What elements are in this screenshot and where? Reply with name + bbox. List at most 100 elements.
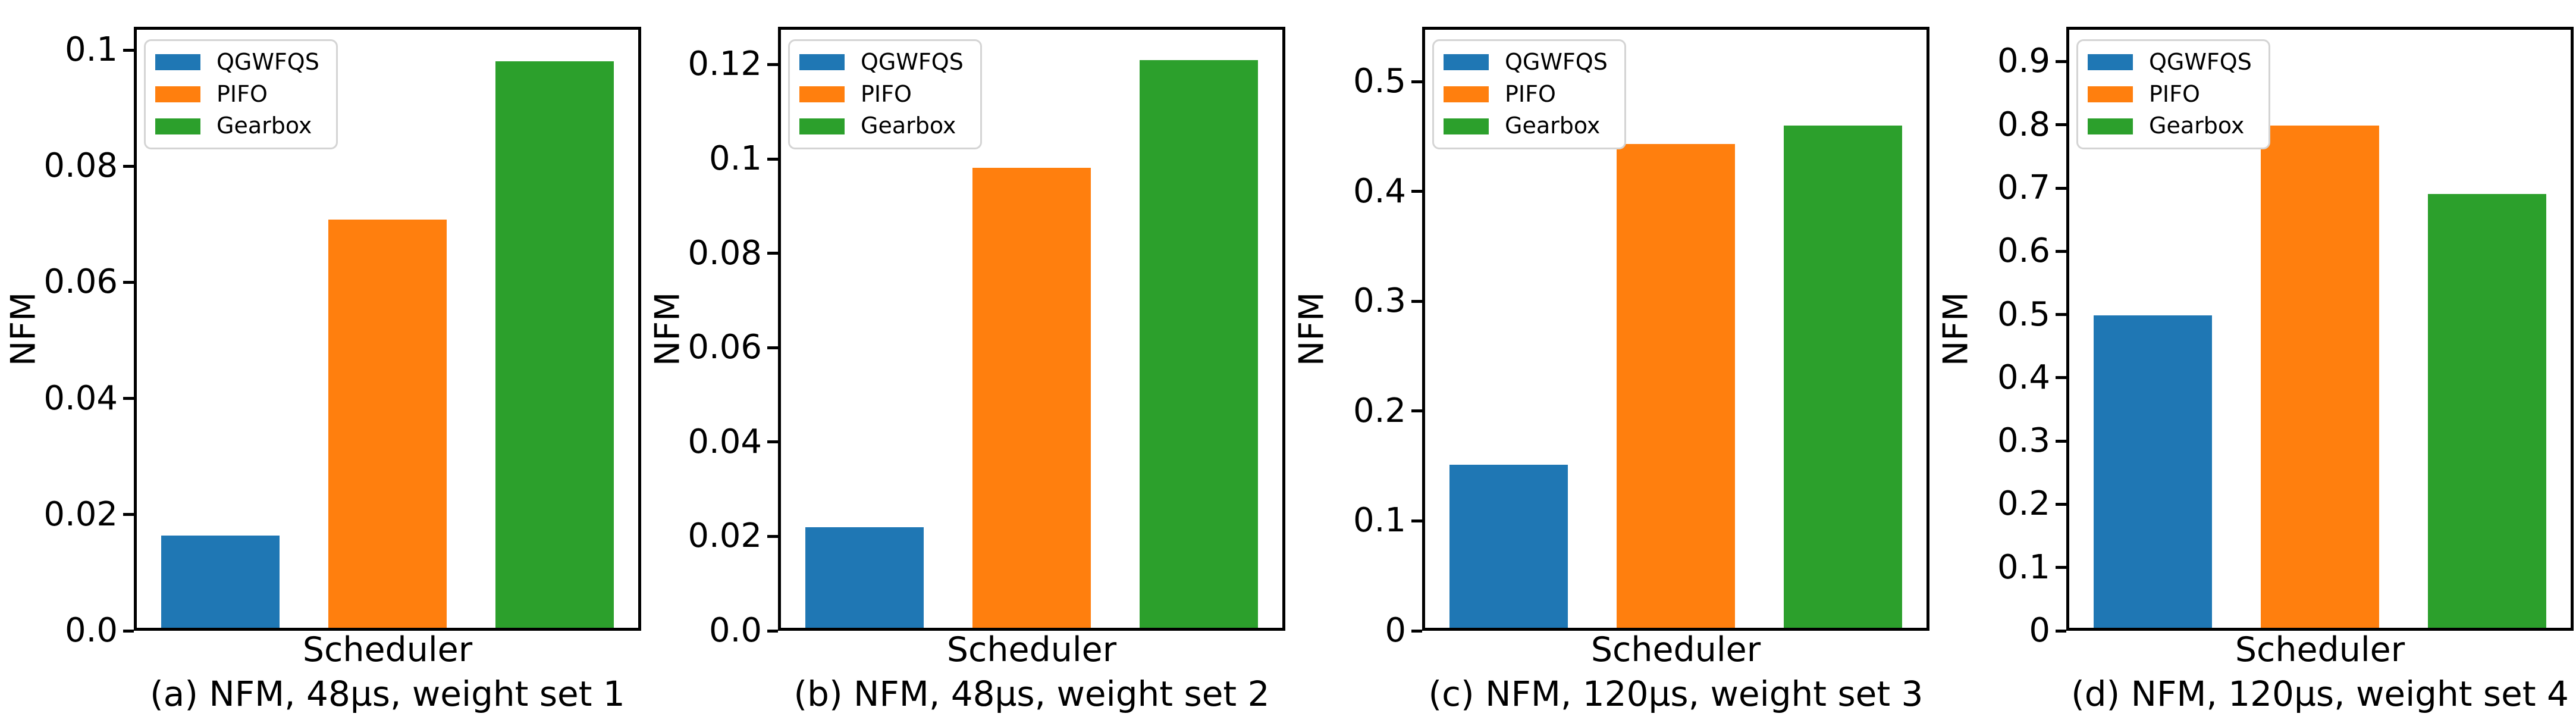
bar-gearbox (1140, 60, 1258, 628)
subplot-d: NFM 0 0.1 0.2 0.3 0.4 0.5 0.6 0.7 0.8 0.9 QGWFQS P… (1932, 0, 2576, 723)
y-tick-mark (767, 252, 778, 255)
y-tick: 0.04 (688, 425, 778, 459)
bar-pifo (2261, 126, 2379, 628)
legend-swatch-icon (1444, 54, 1489, 71)
y-tick: 0 (1385, 614, 1422, 647)
y-tick: 0.1 (1997, 547, 2066, 587)
bars (781, 30, 1282, 628)
legend: QGWFQS PIFO Gearbox (2076, 39, 2270, 150)
y-tick-label: 0.6 (1997, 231, 2050, 271)
y-tick-mark (767, 440, 778, 444)
y-tick: 0.08 (688, 233, 778, 273)
legend-entry-qgwfqs: QGWFQS (155, 49, 319, 76)
y-tick-label: 0 (1385, 611, 1406, 650)
y-tick-mark (123, 397, 134, 400)
y-tick-label: 0.4 (1997, 358, 2050, 397)
y-tick-label: 0.3 (1353, 281, 1406, 321)
bar-qgwfqs (1449, 464, 1568, 628)
y-tick-mark (2056, 502, 2066, 506)
legend-label: Gearbox (1505, 112, 1601, 139)
legend-swatch-icon (155, 118, 200, 134)
legend-label: Gearbox (217, 112, 312, 139)
bars (137, 30, 638, 628)
y-tick-mark (1411, 299, 1422, 303)
y-tick-mark (1411, 409, 1422, 413)
y-tick: 0.1 (709, 142, 778, 176)
y-tick-label: 0.4 (1353, 171, 1406, 211)
bars (1425, 30, 1926, 628)
x-axis-label: Scheduler (302, 630, 473, 669)
y-tick-mark (2056, 186, 2066, 190)
y-tick: 0.7 (1997, 171, 2066, 205)
y-tick-label: 0.12 (688, 45, 762, 84)
x-axis-label: Scheduler (1590, 630, 1761, 669)
y-tick-label: 0.04 (43, 378, 118, 418)
y-tick-label: 0.08 (688, 233, 762, 273)
y-tick-mark (123, 629, 134, 633)
bars (2069, 30, 2571, 628)
y-tick: 0.5 (1997, 298, 2066, 331)
legend-swatch-icon (1444, 86, 1489, 103)
y-tick-mark (2056, 376, 2066, 380)
y-tick-label: 0.2 (1997, 484, 2050, 524)
y-tick: 0.5 (1353, 65, 1422, 98)
legend-label: QGWFQS (217, 49, 319, 75)
plot-area: QGWFQS PIFO Gearbox (2066, 27, 2574, 631)
y-tick-mark (767, 629, 778, 633)
legend-swatch-icon (155, 54, 200, 71)
y-tick: 0.02 (688, 519, 778, 553)
y-tick-label: 0.06 (688, 328, 762, 367)
subplot-caption: (b) NFM, 48µs, weight set 2 (793, 674, 1270, 714)
legend-swatch-icon (155, 86, 200, 103)
y-tick-mark (1411, 629, 1422, 633)
y-tick-mark (767, 62, 778, 66)
legend-entry-qgwfqs: QGWFQS (799, 49, 964, 76)
y-tick-label: 0.1 (64, 30, 118, 70)
legend-swatch-icon (799, 118, 845, 134)
y-tick-label: 0.8 (1997, 105, 2050, 144)
y-tick: 0.06 (43, 265, 134, 299)
y-tick-label: 0.1 (1353, 501, 1406, 540)
legend-entry-pifo: PIFO (799, 81, 964, 108)
legend-label: Gearbox (2149, 112, 2245, 139)
legend-label: QGWFQS (1505, 49, 1608, 75)
subplot-b: NFM 0.0 0.02 0.04 0.06 0.08 0.1 0.12 QGWFQS PIF… (644, 0, 1288, 723)
y-tick-label: 0.02 (688, 517, 762, 556)
y-tick: 0.8 (1997, 108, 2066, 142)
legend-entry-pifo: PIFO (2088, 81, 2252, 108)
y-tick: 0.4 (1353, 171, 1422, 211)
subplot-caption: (a) NFM, 48µs, weight set 1 (150, 674, 625, 714)
legend-entry-gearbox: Gearbox (1444, 113, 1608, 139)
y-axis-ticks: 0.0 0.02 0.04 0.06 0.08 0.1 0.12 (644, 27, 778, 647)
y-tick-mark (123, 280, 134, 284)
plot-area: QGWFQS PIFO Gearbox (778, 27, 1285, 631)
legend-label: QGWFQS (861, 49, 964, 75)
y-tick-mark (767, 157, 778, 161)
y-tick: 0.04 (43, 378, 134, 418)
y-tick-label: 0.7 (1997, 168, 2050, 208)
y-tick: 0.06 (688, 331, 778, 364)
y-tick-label: 0.1 (1997, 547, 2050, 587)
legend-entry-gearbox: Gearbox (155, 113, 319, 139)
legend-label: QGWFQS (2149, 49, 2252, 75)
y-tick-mark (767, 534, 778, 538)
y-tick-label: 0.9 (1997, 42, 2050, 81)
legend-label: PIFO (1505, 80, 1556, 107)
legend-swatch-icon (1444, 118, 1489, 134)
bar-gearbox (1784, 125, 1902, 628)
y-tick-mark (2056, 313, 2066, 317)
legend-entry-gearbox: Gearbox (799, 113, 964, 139)
y-tick: 0.3 (1997, 424, 2066, 458)
y-tick-mark (2056, 123, 2066, 127)
y-axis-ticks: 0.0 0.02 0.04 0.06 0.08 0.1 (0, 27, 134, 647)
y-tick-mark (123, 48, 134, 52)
bar-qgwfqs (805, 527, 924, 628)
y-tick: 0.2 (1997, 487, 2066, 521)
legend: QGWFQS PIFO Gearbox (788, 39, 982, 150)
legend: QGWFQS PIFO Gearbox (1432, 39, 1626, 150)
plot-area: QGWFQS PIFO Gearbox (1422, 27, 1929, 631)
y-tick-label: 0.5 (1353, 62, 1406, 101)
legend-swatch-icon (2088, 54, 2133, 71)
bar-pifo (328, 219, 447, 628)
